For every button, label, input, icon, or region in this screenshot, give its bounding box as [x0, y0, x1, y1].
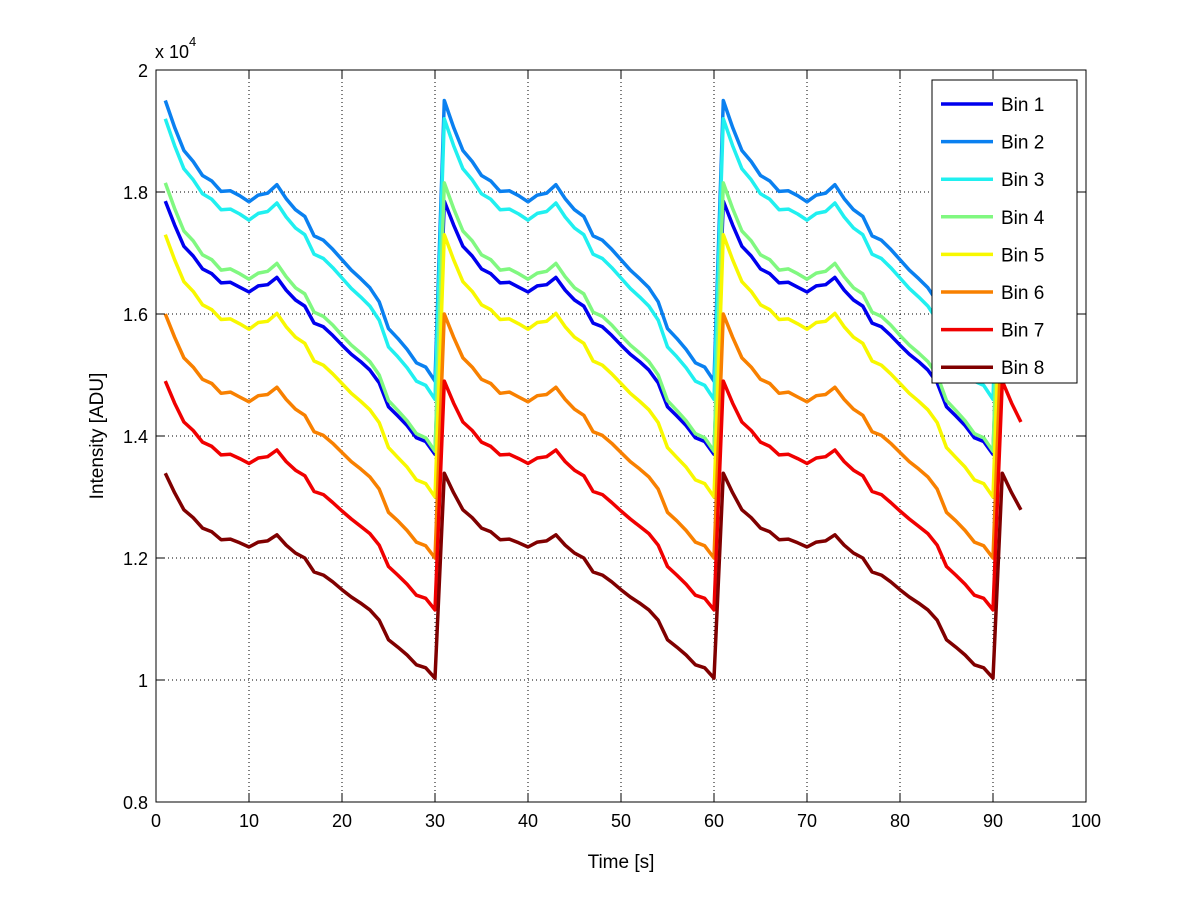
y-multiplier-base: x 10 — [155, 42, 189, 62]
x-tick-label: 100 — [1071, 811, 1101, 831]
x-tick-label: 10 — [239, 811, 259, 831]
x-tick-label: 60 — [704, 811, 724, 831]
x-tick-label: 90 — [983, 811, 1003, 831]
y-tick-label: 1 — [138, 671, 148, 691]
y-tick-label: 0.8 — [123, 793, 148, 813]
series-line-bin-3 — [163, 117, 1023, 402]
legend-label-bin-2: Bin 2 — [1001, 133, 1044, 154]
legend-label-bin-3: Bin 3 — [1001, 170, 1044, 191]
series-line-bin-7 — [163, 379, 1023, 612]
x-tick-label: 70 — [797, 811, 817, 831]
y-multiplier-exponent: 4 — [189, 34, 196, 49]
legend-label-bin-4: Bin 4 — [1001, 208, 1045, 229]
series-line-bin-1 — [163, 199, 1023, 457]
series-line-bin-5 — [163, 232, 1023, 499]
y-tick-label: 2 — [138, 61, 148, 81]
legend-label-bin-7: Bin 7 — [1001, 321, 1044, 342]
ticks: 0 10 20 30 40 50 60 70 80 90 100 0.8 1 1.2 1.4 1.6 1.8 2 — [123, 61, 1101, 831]
legend-label-bin-1: Bin 1 — [1001, 95, 1044, 116]
legend[interactable]: Bin 1 Bin 2 Bin 3 Bin 4 Bin 5 Bin 6 Bin 7 Bin 8 — [931, 79, 1078, 384]
x-tick-label: 30 — [425, 811, 445, 831]
x-tick-label: 40 — [518, 811, 538, 831]
series-line-bin-2 — [163, 98, 1023, 383]
x-axis-label: Time [s] — [588, 852, 655, 873]
series-lines — [163, 98, 1023, 680]
grid — [156, 70, 1086, 802]
legend-label-bin-8: Bin 8 — [1001, 358, 1044, 379]
y-axis-label: Intensity [ADU] — [87, 373, 108, 500]
series-line-bin-6 — [163, 312, 1023, 560]
x-tick-label: 80 — [890, 811, 910, 831]
y-tick-label: 1.4 — [123, 427, 148, 447]
legend-box — [931, 79, 1078, 384]
y-tick-label: 1.8 — [123, 183, 148, 203]
x-tick-label: 50 — [611, 811, 631, 831]
x-tick-label: 0 — [151, 811, 161, 831]
y-tick-label: 1.2 — [123, 549, 148, 569]
series-line-bin-8 — [163, 471, 1023, 680]
series-line-bin-4 — [163, 181, 1023, 454]
legend-label-bin-5: Bin 5 — [1001, 245, 1044, 266]
legend-label-bin-6: Bin 6 — [1001, 283, 1044, 304]
y-tick-label: 1.6 — [123, 305, 148, 325]
x-tick-label: 20 — [332, 811, 352, 831]
y-multiplier: x 104 — [155, 34, 196, 62]
